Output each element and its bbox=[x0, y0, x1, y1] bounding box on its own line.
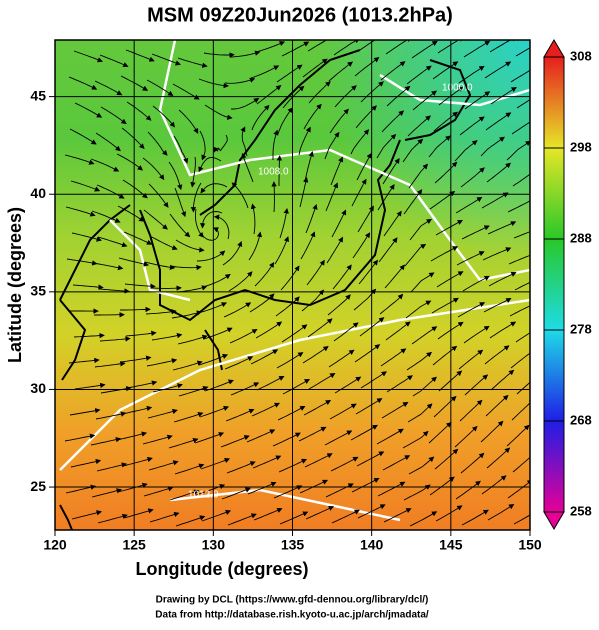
colorbar-tick-label: 258 bbox=[570, 503, 592, 518]
x-tick-label: 125 bbox=[122, 537, 146, 553]
x-tick-label: 135 bbox=[281, 537, 305, 553]
colorbar-tick-label: 298 bbox=[570, 139, 592, 154]
y-tick-label: 45 bbox=[30, 87, 46, 103]
field bbox=[55, 34, 542, 531]
contour-label: 1008.0 bbox=[258, 167, 289, 178]
title: MSM 09Z20Jun2026 (1013.2hPa) bbox=[147, 4, 453, 26]
contour-label: 1012.0 bbox=[188, 490, 219, 501]
colorbar-tick-label: 308 bbox=[570, 48, 592, 63]
footnote: Data from http://database.rish.kyoto-u.a… bbox=[155, 610, 429, 621]
footnote: Drawing by DCL (https://www.gfd-dennou.o… bbox=[156, 595, 429, 606]
colorbar-tick-label: 288 bbox=[570, 230, 592, 245]
y-tick-label: 35 bbox=[30, 283, 46, 299]
x-tick-label: 140 bbox=[360, 537, 384, 553]
colorbar-tick-label: 268 bbox=[570, 412, 592, 427]
y-tick-label: 40 bbox=[30, 185, 46, 201]
x-tick-label: 120 bbox=[43, 537, 67, 553]
x-tick-label: 150 bbox=[518, 537, 542, 553]
y-tick-label: 30 bbox=[30, 380, 46, 396]
x-tick-label: 130 bbox=[202, 537, 226, 553]
x-tick-label: 145 bbox=[439, 537, 463, 553]
colorbar: 258 268 278 288 298 308 bbox=[544, 40, 592, 529]
colorbar-max bbox=[544, 40, 564, 57]
contour-label: 1000.0 bbox=[442, 83, 473, 94]
streamline bbox=[274, 182, 275, 212]
colorbar-tick-label: 278 bbox=[570, 321, 592, 336]
colorbar-body bbox=[544, 57, 564, 512]
y-tick-label: 25 bbox=[30, 478, 46, 494]
x-axis-label: Longitude (degrees) bbox=[135, 559, 308, 579]
y-axis-label: Latitude (degrees) bbox=[5, 207, 25, 363]
colorbar-min bbox=[544, 512, 564, 529]
